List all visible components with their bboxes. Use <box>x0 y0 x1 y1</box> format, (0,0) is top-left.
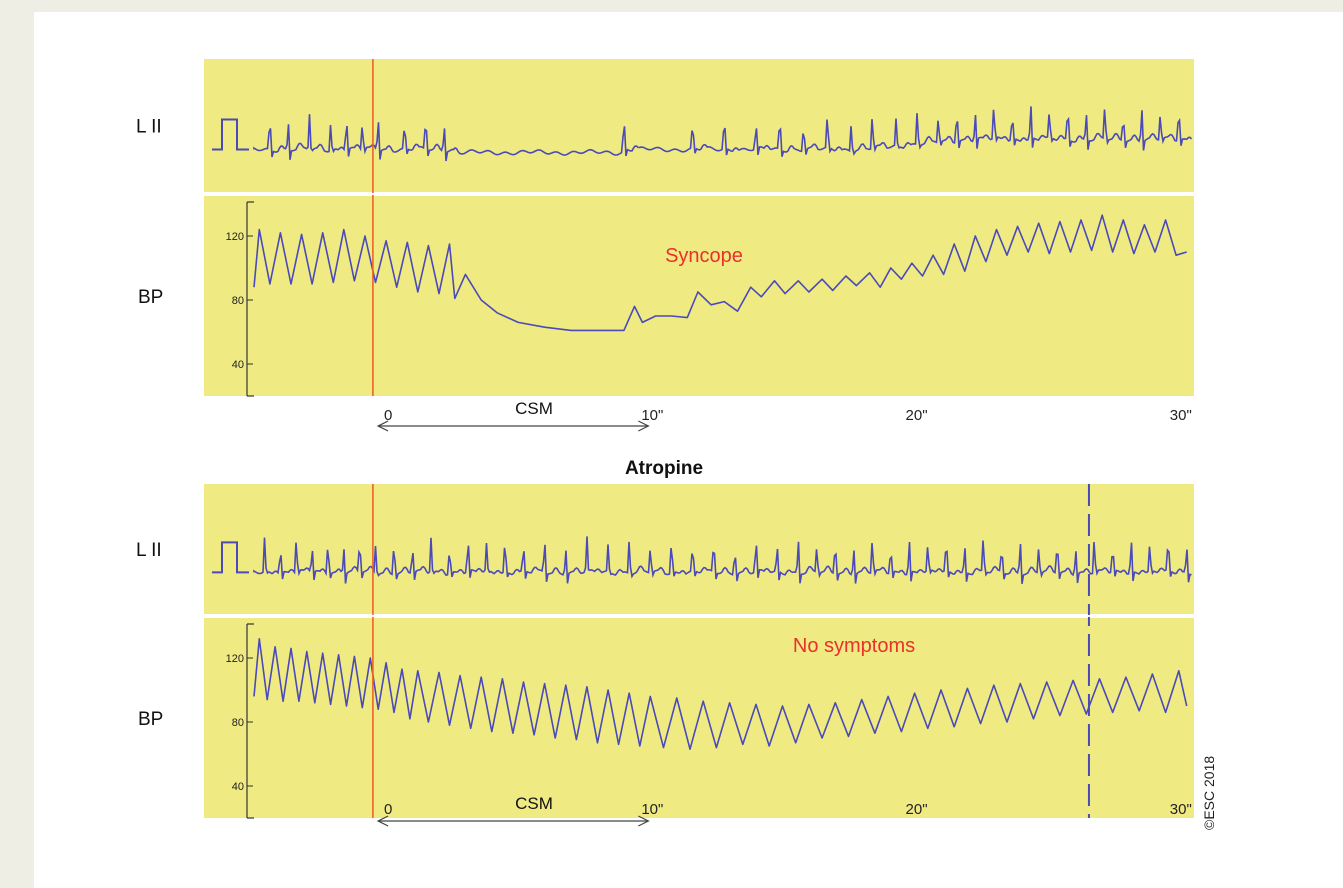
bp-y-tick-label: 40 <box>232 359 244 371</box>
arrowhead-right <box>638 815 650 827</box>
bp-y-tick-label: 80 <box>232 295 244 307</box>
panel-group-atropine: Atropine L II BP 120 80 40 No symptoms 0 10" 20" 3… <box>136 458 1194 827</box>
figure-card: BaselineL IIBP1208040Syncope010"20"30"CS… <box>34 12 1343 888</box>
bp-y-tick-label: 120 <box>226 231 244 243</box>
bp-trace <box>253 214 1187 332</box>
time-tick-label: 20" <box>906 801 928 818</box>
csm-label: CSM <box>515 399 553 418</box>
bp-trace <box>253 638 1188 750</box>
arrowhead-left <box>376 420 389 432</box>
event-annotation: Syncope <box>665 245 743 267</box>
time-tick-label: 30" <box>1170 801 1192 818</box>
ecg-calibration-pulse <box>212 541 249 574</box>
event-annotation: No symptoms <box>793 635 915 657</box>
bp-y-tick-label: 40 <box>232 781 244 793</box>
ecg-trace <box>253 536 1192 585</box>
chart-title: Atropine <box>625 458 703 479</box>
time-tick-label: 10" <box>641 801 663 818</box>
arrowhead-right <box>638 420 650 432</box>
bp-label: BP <box>138 287 163 308</box>
ecg-lead-label: L II <box>136 540 162 561</box>
bp-label: BP <box>138 709 163 730</box>
copyright-notice: ©ESC 2018 <box>1201 756 1217 830</box>
bp-y-tick-label: 120 <box>226 653 244 665</box>
arrowhead-left <box>376 815 389 827</box>
panel-group-baseline: BaselineL IIBP1208040Syncope010"20"30"CS… <box>136 58 1194 432</box>
time-tick-label: 0 <box>384 407 392 424</box>
cardiac-recordings-chart: BaselineL IIBP1208040Syncope010"20"30"CS… <box>136 58 1217 830</box>
ecg-trace <box>253 106 1193 162</box>
time-tick-label: 0 <box>384 801 392 818</box>
ecg-panel-bg <box>204 59 1194 192</box>
ecg-calibration-pulse <box>212 118 249 151</box>
time-tick-label: 20" <box>906 407 928 424</box>
time-tick-label: 10" <box>641 407 663 424</box>
bp-panel-bg <box>204 196 1194 396</box>
ecg-panel-bg <box>204 484 1194 614</box>
bp-y-tick-label: 80 <box>232 717 244 729</box>
time-tick-label: 30" <box>1170 407 1192 424</box>
csm-label: CSM <box>515 794 553 813</box>
ecg-lead-label: L II <box>136 117 162 138</box>
